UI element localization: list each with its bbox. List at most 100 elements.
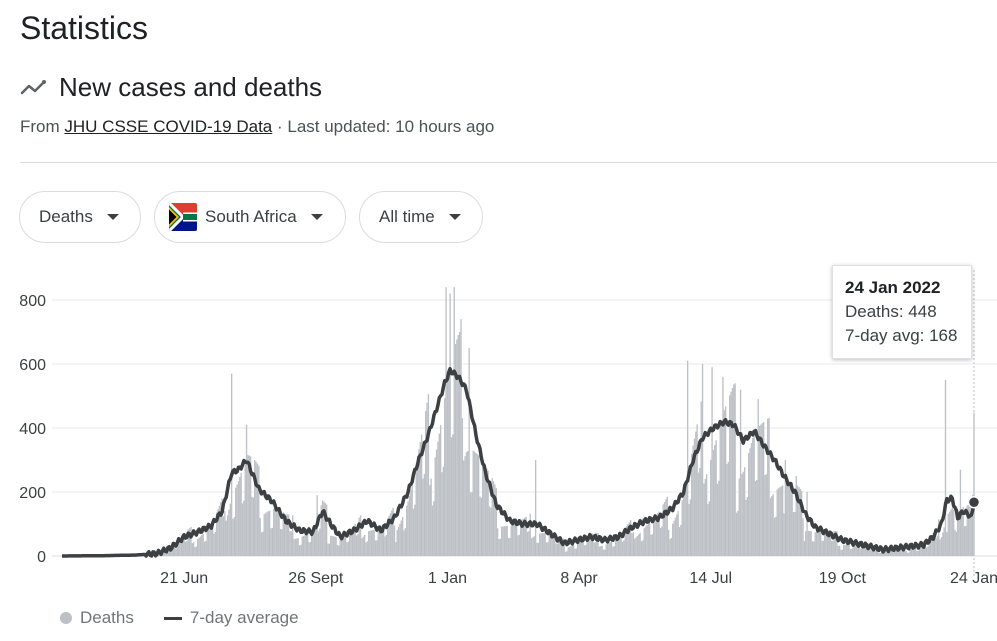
deaths-bar <box>689 499 692 556</box>
deaths-bar <box>662 504 664 556</box>
deaths-bar <box>939 539 941 556</box>
deaths-bar <box>277 509 279 556</box>
deaths-bar <box>240 472 242 556</box>
deaths-bar <box>275 509 278 556</box>
deaths-bar <box>642 540 644 556</box>
deaths-bar <box>617 536 620 556</box>
deaths-bar <box>172 546 174 556</box>
deaths-bar <box>590 533 592 556</box>
deaths-bar <box>771 496 773 556</box>
deaths-bar <box>684 490 686 556</box>
deaths-bar <box>520 520 522 556</box>
deaths-bar <box>434 457 436 556</box>
deaths-bar <box>518 534 521 556</box>
deaths-bar <box>733 384 735 556</box>
deaths-bar <box>686 360 689 556</box>
deaths-bar <box>547 542 549 556</box>
deaths-chart[interactable]: 0 200 400 600 800 21 Jun 26 Sept 1 Jan 8 Apr 14 J… <box>0 270 997 600</box>
deaths-bar <box>301 536 303 556</box>
deaths-bar <box>192 542 195 556</box>
legend-avg-swatch <box>163 616 182 620</box>
deaths-bar <box>355 535 358 556</box>
deaths-bar <box>742 471 744 556</box>
deaths-bar <box>395 542 397 556</box>
deaths-bar <box>727 461 730 556</box>
south-africa-flag-icon <box>169 203 197 231</box>
deaths-bar <box>754 480 757 556</box>
deaths-bar <box>604 549 606 556</box>
deaths-bar <box>264 513 267 556</box>
divider <box>20 162 997 163</box>
deaths-bar <box>803 540 806 556</box>
deaths-bar <box>890 548 892 556</box>
deaths-bar <box>828 530 830 556</box>
deaths-bar <box>589 534 591 556</box>
metric-dropdown[interactable]: Deaths <box>19 191 141 243</box>
deaths-bar <box>731 388 734 556</box>
deaths-bar <box>317 531 320 556</box>
deaths-bar <box>190 526 192 556</box>
deaths-bar <box>501 526 503 556</box>
deaths-bar <box>543 533 545 556</box>
deaths-bar <box>384 536 386 556</box>
deaths-bar <box>205 540 207 556</box>
deaths-bar <box>790 482 792 556</box>
deaths-bar <box>872 550 875 556</box>
deaths-bar <box>629 520 632 556</box>
deaths-bar <box>483 463 485 556</box>
deaths-bar <box>347 541 350 556</box>
deaths-bar <box>245 424 248 556</box>
deaths-bar <box>290 531 293 556</box>
country-dropdown[interactable]: South Africa <box>154 191 346 243</box>
deaths-bar <box>834 531 837 556</box>
deaths-bar <box>659 528 662 556</box>
deaths-bar <box>737 510 739 556</box>
deaths-bar <box>210 524 212 556</box>
chevron-down-icon <box>310 214 323 220</box>
deaths-bar <box>644 526 647 556</box>
deaths-bar <box>541 533 544 556</box>
deaths-bar <box>969 505 971 556</box>
deaths-bar <box>761 423 763 556</box>
deaths-bar <box>552 534 554 556</box>
deaths-bar <box>351 527 354 556</box>
deaths-bar <box>593 542 595 556</box>
deaths-bar <box>545 542 548 556</box>
deaths-bar <box>502 526 504 556</box>
deaths-bar <box>475 452 477 556</box>
deaths-bar <box>905 550 907 556</box>
deaths-bar <box>838 545 841 556</box>
deaths-bar <box>397 526 400 556</box>
source-link[interactable]: JHU CSSE COVID-19 Data <box>64 117 273 136</box>
section-header: New cases and deaths <box>20 72 322 103</box>
deaths-bar <box>423 473 426 556</box>
deaths-bar <box>954 529 956 556</box>
deaths-bar <box>613 546 616 556</box>
deaths-bar <box>878 552 880 556</box>
deaths-bar <box>750 443 753 556</box>
deaths-bar <box>344 534 347 556</box>
section-title: New cases and deaths <box>59 72 323 102</box>
deaths-bar <box>452 434 454 556</box>
deaths-bar <box>216 512 218 556</box>
deaths-bar <box>488 506 491 556</box>
deaths-bar <box>263 514 265 556</box>
deaths-bar <box>482 461 484 556</box>
deaths-bar <box>920 546 922 556</box>
deaths-bar <box>183 533 185 556</box>
deaths-bar <box>598 546 601 556</box>
deaths-bar <box>685 483 687 556</box>
range-dropdown[interactable]: All time <box>359 191 483 243</box>
deaths-bar <box>278 510 280 556</box>
deaths-bar <box>469 492 472 556</box>
deaths-bar <box>776 489 778 556</box>
deaths-bar <box>408 495 411 556</box>
chart-tooltip: 24 Jan 2022 Deaths: 448 7-day avg: 168 <box>832 265 972 359</box>
deaths-bar <box>851 548 853 556</box>
deaths-bar <box>623 540 625 556</box>
deaths-bar <box>311 532 313 556</box>
deaths-bar <box>627 524 629 556</box>
deaths-bar <box>283 513 286 556</box>
deaths-bar <box>300 544 302 556</box>
deaths-bar <box>449 293 451 556</box>
